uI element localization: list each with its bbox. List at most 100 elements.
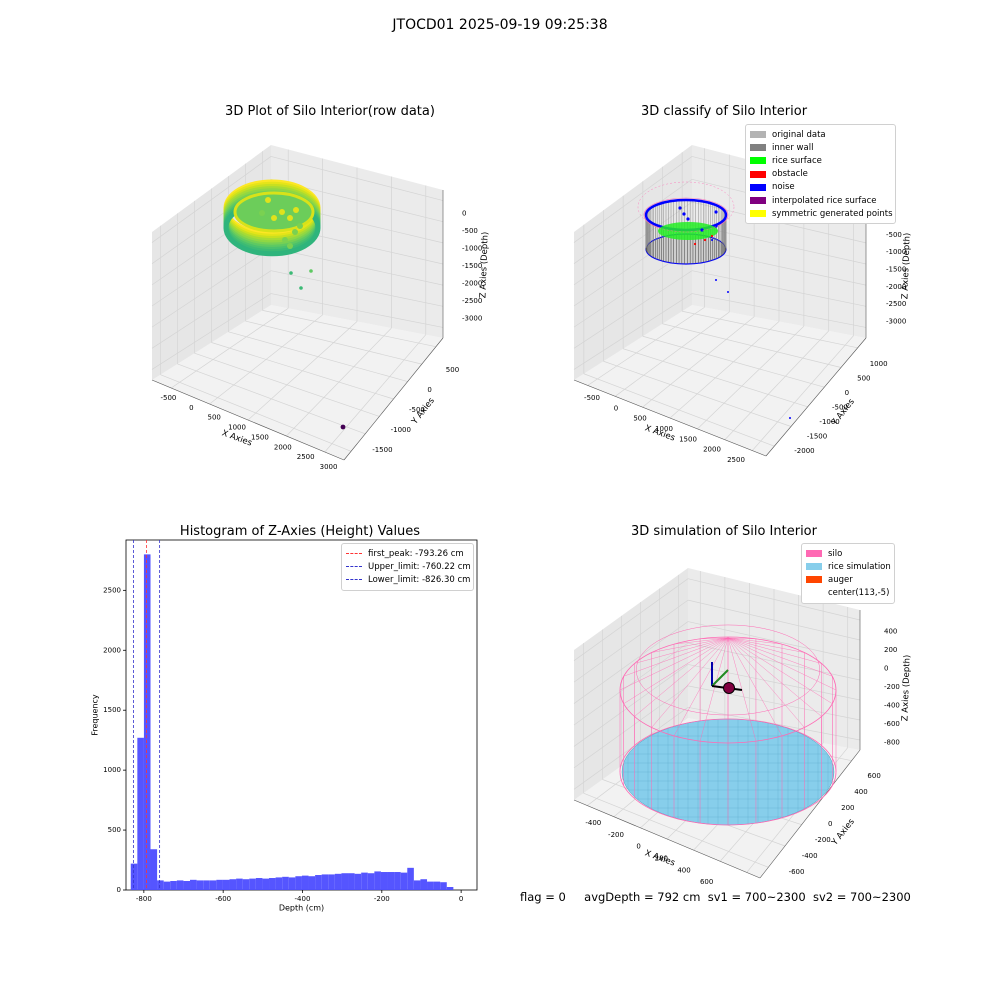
p2-y-tick-label: -1500 [807,432,827,440]
sv2-text: sv2 = 700~2300 [812,890,911,904]
p1-grid-z [270,270,444,307]
p3-x-tick-label: -400 [295,895,311,903]
p2-obstacle-point [703,238,707,242]
p2-z-tick-label: -500 [886,231,902,239]
p2-grid-y [669,321,780,419]
classify-legend-entry: rice surface [750,154,891,167]
p2-grid-z [573,201,693,286]
p2-grid-z [573,293,693,370]
plot1-title: 3D Plot of Silo Interior(row data) [225,104,435,119]
p1-z-tick-label: -2500 [462,297,482,305]
p1-x-tick-label: 2000 [274,443,292,451]
histogram-legend-swatch [346,553,362,555]
histogram-legend-swatch [346,566,362,568]
p4-silo-roof-line [651,637,729,653]
p1-grid-y [171,308,289,389]
p2-noise-point [686,217,690,221]
p2-grid-y [614,311,730,397]
p1-x-tick-label: 2500 [297,453,315,461]
p3-histogram-bar [209,880,217,890]
p1-grid-z [151,247,272,328]
p3-histogram-bar [242,879,250,890]
p4-center-marker [723,682,735,694]
p1-grid-z [151,156,272,243]
p1-x-axis-line [151,379,345,461]
plot3-title: Histogram of Z-Axies (Height) Values [179,524,421,539]
p1-grid-z [270,247,444,286]
p2-y-tick-label: 0 [845,389,849,397]
p3-histogram-bar [269,878,276,890]
classify-legend-swatch [750,197,766,205]
p2-grid-z [691,293,867,328]
p2-y-tick-label: -1000 [819,418,839,426]
simulation-legend-entry: auger [806,573,890,586]
p1-z-tick-label: -2000 [462,279,482,287]
p4-silo-roof-line [634,637,729,664]
p3-y-tick-label: 1000 [103,766,121,774]
p1-surface-point [287,215,293,221]
p4-z-tick-label: 0 [884,664,888,672]
p3-histogram-bar [295,876,302,890]
p4-y-tick-label: -200 [815,836,831,844]
p4-z-tick-label: -400 [884,702,900,710]
p3-histogram-bar [308,876,316,890]
p4-y-tick-label: 200 [841,804,854,812]
simulation-legend-entry: center(113,-5) [806,587,890,600]
p2-y-tick-label: -2000 [794,447,814,455]
p3-histogram-bar [176,880,184,890]
p1-surface-point [271,215,277,221]
p2-z-axis-label: Z Axies (Depth) [900,233,912,300]
histogram-legend-entry: Lower_limit: -826.30 cm [346,573,471,586]
p2-y-tick-label: 500 [857,375,870,383]
p1-y-tick-label: 0 [427,386,431,394]
histogram-legend-label: Lower_limit: -826.30 cm [368,574,471,585]
p3-histogram-bar [380,872,388,890]
p2-grid-y [587,307,705,386]
p3-histogram-bar [440,882,447,890]
p4-silo-roof-line [727,637,805,728]
p3-histogram-bar [130,863,138,890]
p1-x-tick-label: -500 [160,394,176,402]
p1-surface-point [282,237,288,243]
p3-x-tick-label: 0 [459,895,463,903]
p4-z-tick-label: -600 [884,720,900,728]
p3-histogram-bar [143,554,151,890]
p3-histogram-bar [236,878,243,890]
p3-histogram-bar [446,887,454,890]
classify-legend-swatch [750,157,766,165]
classify-legend-swatch [750,183,766,191]
p3-plot-area [125,539,478,891]
p3-y-tick-label: 2500 [103,586,121,594]
p4-grid-z [687,599,861,641]
p2-y-tick-label: 1000 [870,360,888,368]
classify-legend: original data inner wall rice surface obsta… [745,124,896,225]
p4-silo-roof-line [727,637,805,653]
p3-histogram-bar [157,880,164,890]
status-line: flag = 0 avgDepth = 792 cm sv1 = 700~230… [520,890,911,904]
sv1-text: sv1 = 700~2300 [707,890,806,904]
simulation-legend-swatch [806,563,822,571]
p3-histogram-bar [433,881,441,890]
simulation-legend-entry: rice simulation [806,560,891,573]
p1-grid-z [151,293,272,370]
p1-outlier-point [289,271,293,275]
p4-y-tick-label: -400 [802,852,818,860]
p1-y-tick-label: 500 [446,366,459,374]
p1-grid-z [270,293,444,328]
classify-legend-swatch [750,170,766,178]
p4-silo-roof-line [727,637,783,736]
simulation-legend-label: silo [828,548,843,559]
p2-obstacle-point [710,234,714,238]
p2-x-tick-label: 0 [614,404,618,412]
p4-y-tick-label: 400 [854,788,867,796]
p2-grid-y [724,330,829,440]
classify-legend-swatch [750,131,766,139]
p3-y-tick-label: 2000 [103,646,121,654]
simulation-legend-swatch [806,550,822,558]
classify-legend-label: interpolated rice surface [772,195,877,206]
p3-histogram-bar [196,880,204,890]
p4-auger-y-arrow [711,669,729,687]
p1-surface-point [292,229,298,235]
p3-histogram-bar [328,874,335,890]
p3-histogram-bar [361,872,368,890]
